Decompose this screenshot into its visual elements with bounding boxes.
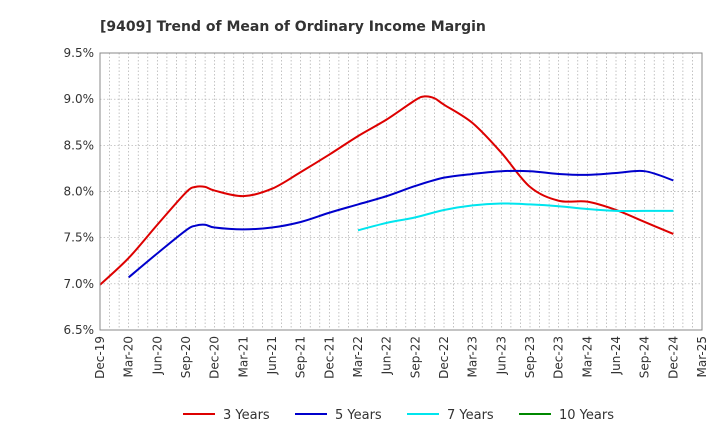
plot-frame xyxy=(99,52,703,331)
x-tick-label: Jun-22 xyxy=(380,336,394,375)
series-line-5-years xyxy=(128,169,674,279)
x-tick-label: Mar-21 xyxy=(236,336,250,377)
legend-label-5-years: 5 Years xyxy=(335,408,382,423)
x-tick-label: Dec-24 xyxy=(666,336,680,379)
grid xyxy=(100,53,702,330)
y-tick-label: 8.0% xyxy=(64,185,95,199)
x-tick-label: Mar-25 xyxy=(695,336,709,377)
chart-title: [9409] Trend of Mean of Ordinary Income … xyxy=(100,19,486,35)
x-tick-label: Dec-19 xyxy=(93,336,107,379)
legend: 3 Years 5 Years 7 Years 10 Years xyxy=(183,408,614,423)
y-axis: 6.5% 7.0% 7.5% 8.0% 8.5% 9.0% 9.5% xyxy=(64,46,95,337)
x-tick-label: Mar-22 xyxy=(351,336,365,377)
y-tick-label: 7.5% xyxy=(64,231,95,245)
legend-label-7-years: 7 Years xyxy=(447,408,494,423)
x-tick-label: Jun-23 xyxy=(494,336,508,375)
x-tick-label: Sep-21 xyxy=(294,336,308,378)
x-tick-label: Jun-21 xyxy=(265,336,279,375)
x-tick-label: Sep-20 xyxy=(179,336,193,378)
x-tick-label: Dec-21 xyxy=(322,336,336,379)
y-tick-label: 9.0% xyxy=(64,92,95,106)
y-tick-label: 7.0% xyxy=(64,277,95,291)
x-tick-label: Jun-24 xyxy=(609,336,623,375)
series-line-3-years xyxy=(99,95,674,286)
x-tick-label: Mar-23 xyxy=(466,336,480,377)
plot-area xyxy=(99,95,674,286)
x-tick-label: Sep-22 xyxy=(408,336,422,378)
legend-label-3-years: 3 Years xyxy=(223,408,270,423)
x-tick-label: Dec-23 xyxy=(552,336,566,379)
y-tick-label: 8.5% xyxy=(64,138,95,152)
y-tick-label: 6.5% xyxy=(64,323,95,337)
x-tick-label: Dec-22 xyxy=(437,336,451,379)
x-tick-label: Dec-20 xyxy=(208,336,222,379)
x-tick-label: Jun-20 xyxy=(150,336,164,375)
legend-label-10-years: 10 Years xyxy=(559,408,614,423)
series-line-7-years xyxy=(357,202,674,232)
x-tick-label: Mar-24 xyxy=(580,336,594,377)
x-tick-label: Sep-23 xyxy=(523,336,537,378)
x-tick-label: Mar-20 xyxy=(122,336,136,377)
x-axis: Dec-19 Mar-20 Jun-20 Sep-20 Dec-20 Mar-21 Jun-… xyxy=(93,336,709,379)
y-tick-label: 9.5% xyxy=(64,46,95,60)
x-tick-label: Sep-24 xyxy=(638,336,652,378)
